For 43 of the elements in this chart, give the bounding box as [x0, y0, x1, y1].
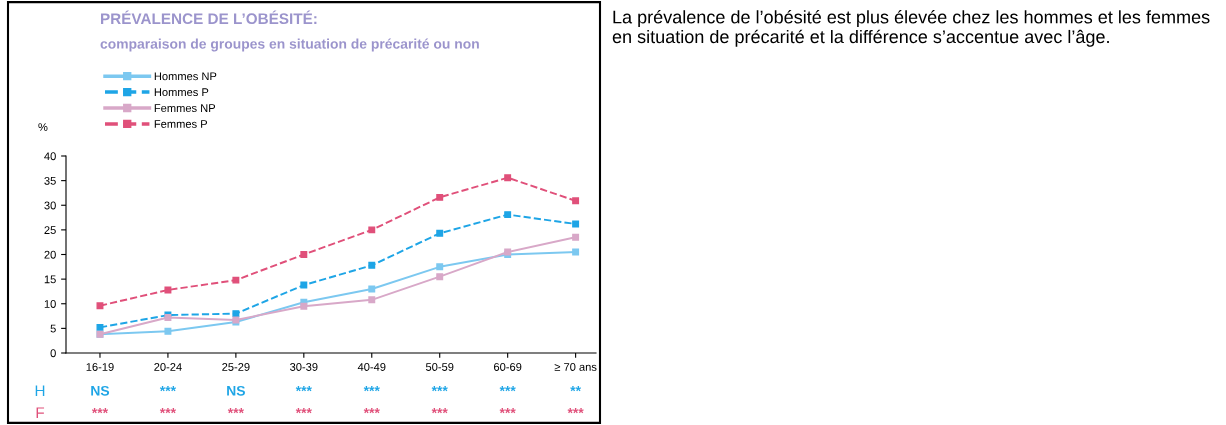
text: NS — [227, 385, 245, 396]
chart-subtitle: comparaison de groupes en situation de précarité ou non — [100, 38, 479, 52]
text: ** — [570, 386, 582, 392]
text: *** — [363, 408, 380, 414]
y-tick-label: 25 — [44, 226, 56, 235]
text: *** — [431, 408, 448, 414]
y-tick-label: 20 — [44, 250, 56, 259]
y-tick-label: 40 — [44, 152, 56, 161]
text: *** — [295, 386, 312, 392]
text: *** — [159, 386, 177, 392]
text: NS — [91, 385, 110, 396]
x-tick-label: 30-39 — [290, 363, 318, 371]
y-tick-label: 5 — [50, 324, 56, 333]
legend-label: Femmes NP — [154, 104, 216, 112]
y-tick-label: 10 — [44, 300, 56, 308]
y-tick-label: 15 — [44, 275, 56, 284]
chart-title: PRÉVALENCE DE L’OBÉSITÉ: — [101, 10, 317, 25]
text: F — [36, 407, 45, 418]
legend-label: Femmes P — [154, 120, 208, 128]
text: La prévalence de l’obésité est plus élevée chez les hommes et les femmes en situation de précarité et la différence s’accentue avec l’âge. — [612, 10, 1210, 47]
text: *** — [499, 386, 516, 392]
text: *** — [567, 408, 584, 414]
y-tick-label: 30 — [44, 201, 56, 210]
text: *** — [431, 386, 448, 392]
y-axis-title: % — [38, 123, 48, 131]
text: H — [35, 385, 45, 396]
x-tick-label: 60-69 — [494, 363, 522, 371]
text: *** — [227, 408, 244, 414]
x-tick-label: 20-24 — [154, 363, 182, 371]
x-tick-label: 16-19 — [86, 363, 114, 371]
x-tick-label: ≥ 70 ans — [554, 363, 597, 371]
text: *** — [159, 408, 177, 414]
y-tick-label: 35 — [44, 176, 56, 185]
text: *** — [499, 408, 516, 414]
text: *** — [91, 408, 109, 414]
y-tick-label: 0 — [50, 349, 56, 358]
x-tick-label: 25-29 — [222, 363, 250, 371]
x-tick-label: 40-49 — [357, 363, 386, 371]
x-tick-label: 50-59 — [425, 363, 454, 371]
legend-label: Hommes P — [154, 88, 209, 97]
legend-label: Hommes NP — [154, 72, 217, 81]
text: *** — [363, 386, 380, 392]
text: *** — [295, 408, 312, 414]
